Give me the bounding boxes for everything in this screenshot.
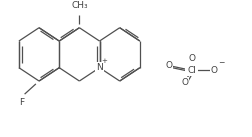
Text: O: O [181,78,188,87]
Text: Cl: Cl [187,66,196,75]
Text: O: O [165,61,172,70]
Text: +: + [102,58,108,64]
Text: −: − [218,58,225,68]
Text: CH₃: CH₃ [71,1,88,10]
Text: O: O [211,66,218,75]
Text: O: O [188,54,195,63]
Text: F: F [19,98,24,107]
Text: N: N [96,63,103,72]
